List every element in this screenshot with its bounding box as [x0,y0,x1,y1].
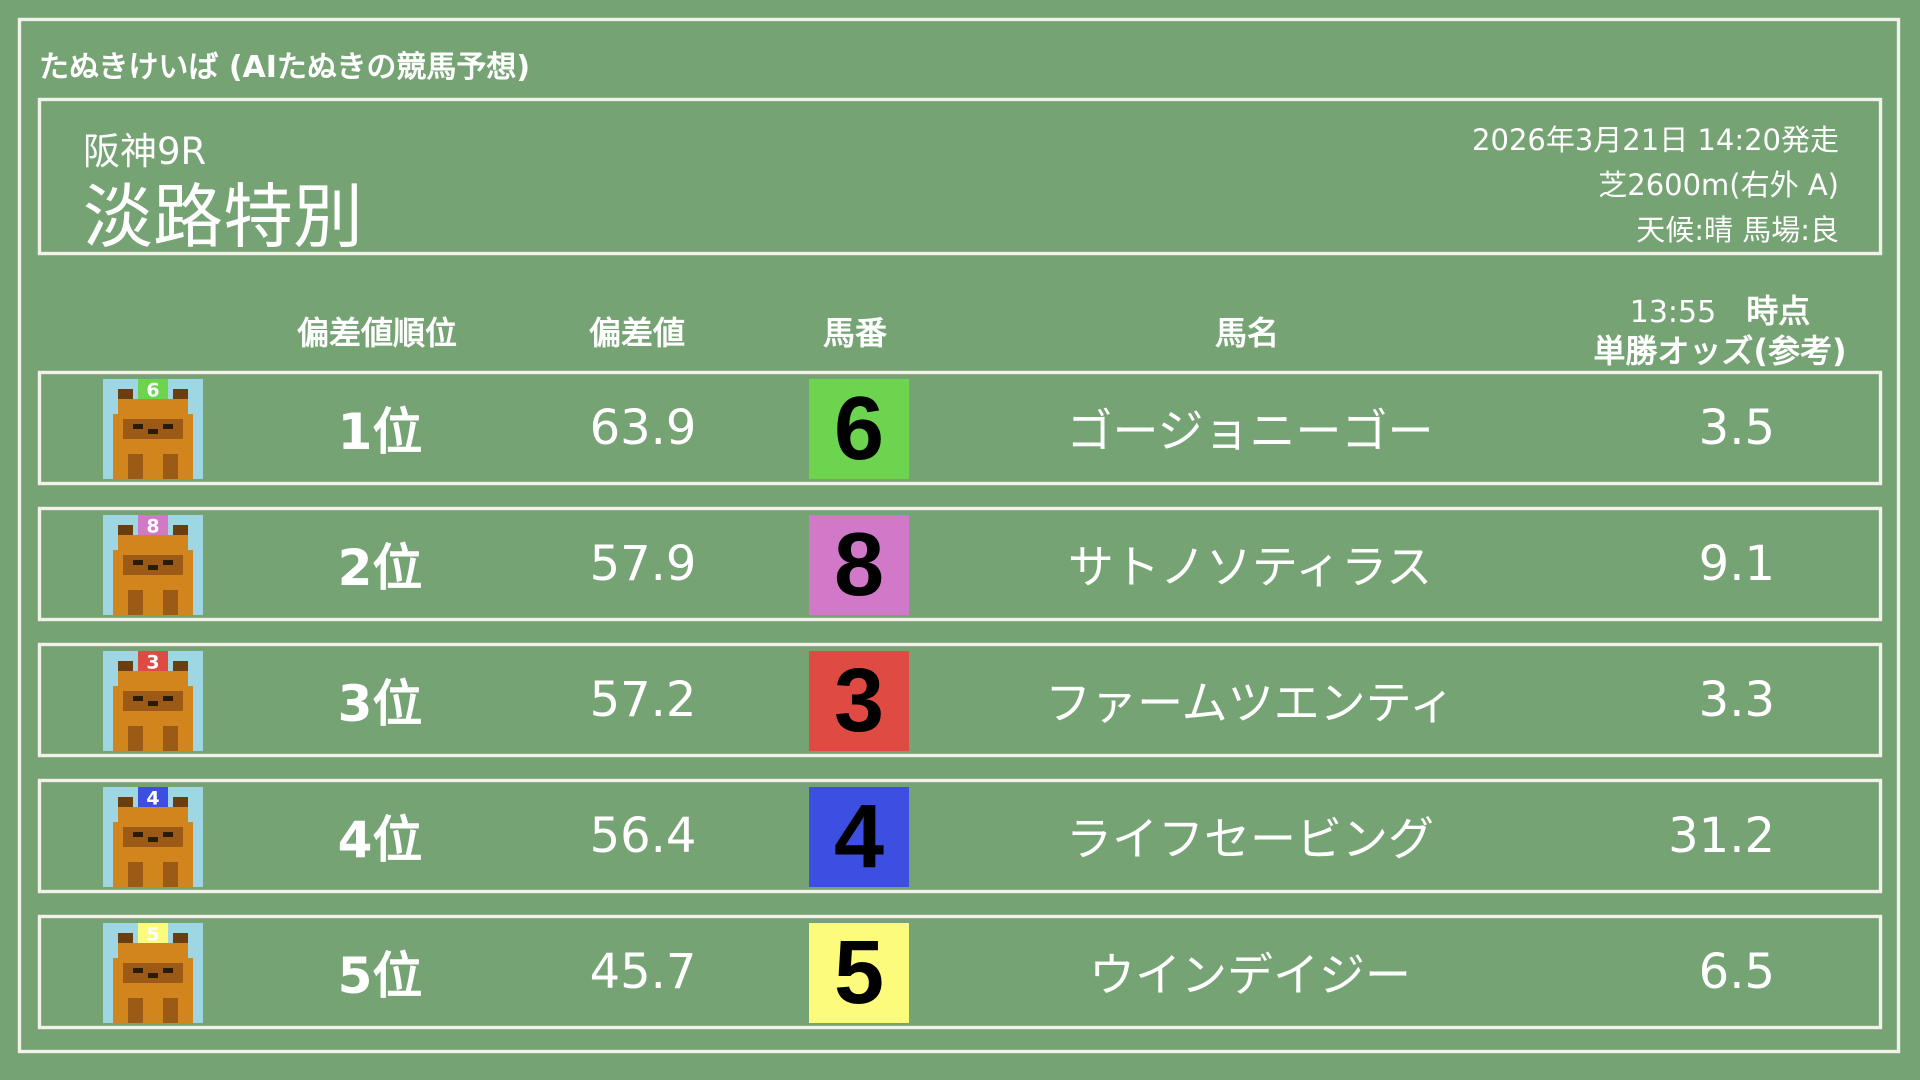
col-number: 馬番 [822,314,888,352]
table-row: 5 5位 45.7 5 ウインデイジー 6.5 [38,915,1882,1029]
rank: 4位 [337,811,423,869]
rank: 5位 [337,947,423,1005]
rank: 3位 [337,675,423,733]
tanuki-icon: 8 [103,515,203,615]
race-conditions: 天候:晴 馬場:良 [1636,213,1839,247]
horse-name[interactable]: ウインデイジー [1089,948,1411,1002]
deviation-value: 57.9 [589,536,697,592]
table-row: 3 3位 57.2 3 ファームツエンティ 3.3 [38,643,1882,757]
horse-name[interactable]: ファームツエンティ [1045,676,1455,730]
col-rank: 偏差値順位 [296,314,458,352]
horse-number-badge: 4 [809,787,909,887]
race-name: 淡路特別 [83,176,363,258]
table-row: 8 2位 57.9 8 サトノソティラス 9.1 [38,507,1882,621]
col-deviation: 偏差値 [588,314,686,352]
race-datetime: 2026年3月21日 14:20発走 [1472,123,1839,157]
win-odds: 31.2 [1668,808,1775,864]
odds-time-suffix: 時点 [1746,292,1811,330]
deviation-value: 56.4 [589,808,697,864]
tanuki-icon: 5 [103,923,203,1023]
win-odds: 3.3 [1698,672,1775,728]
tanuki-icon: 4 [103,787,203,887]
odds-time: 13:55 [1629,295,1717,330]
horse-number-badge: 8 [809,515,909,615]
race-venue: 阪神9R [83,130,207,173]
win-odds: 9.1 [1698,536,1775,592]
rank: 1位 [337,403,423,461]
horse-name[interactable]: ゴージョニーゴー [1066,404,1434,458]
horse-number-badge: 5 [809,923,909,1023]
rank: 2位 [337,539,423,597]
deviation-value: 63.9 [589,400,697,456]
svg-text:6: 6 [146,380,159,402]
horse-number-badge: 6 [809,379,909,479]
table-row: 6 1位 63.9 6 ゴージョニーゴー 3.5 [38,371,1882,485]
deviation-value: 57.2 [589,672,697,728]
svg-text:5: 5 [146,924,159,946]
board-frame [18,18,1900,1053]
odds-label: 単勝オッズ(参考) [1593,332,1847,370]
svg-text:4: 4 [146,788,159,810]
svg-text:3: 3 [146,652,159,674]
race-header: 阪神9R 淡路特別 2026年3月21日 14:20発走 芝2600m(右外 A… [38,98,1882,258]
win-odds: 3.5 [1698,400,1775,456]
tanuki-icon: 6 [103,379,203,479]
horse-number-badge: 3 [809,651,909,751]
table-row: 4 4位 56.4 4 ライフセービング 31.2 [38,779,1882,893]
race-course: 芝2600m(右外 A) [1598,168,1839,202]
win-odds: 6.5 [1698,944,1775,1000]
svg-text:8: 8 [146,516,159,538]
app-title: たぬきけいば (AIたぬきの競馬予想) [39,50,531,85]
tanuki-icon: 3 [103,651,203,751]
horse-name[interactable]: ライフセービング [1066,812,1434,866]
col-horse: 馬名 [1214,314,1280,352]
deviation-value: 45.7 [589,944,697,1000]
col-odds: 13:55 時点 単勝オッズ(参考) [1593,292,1846,370]
horse-name[interactable]: サトノソティラス [1067,540,1433,594]
